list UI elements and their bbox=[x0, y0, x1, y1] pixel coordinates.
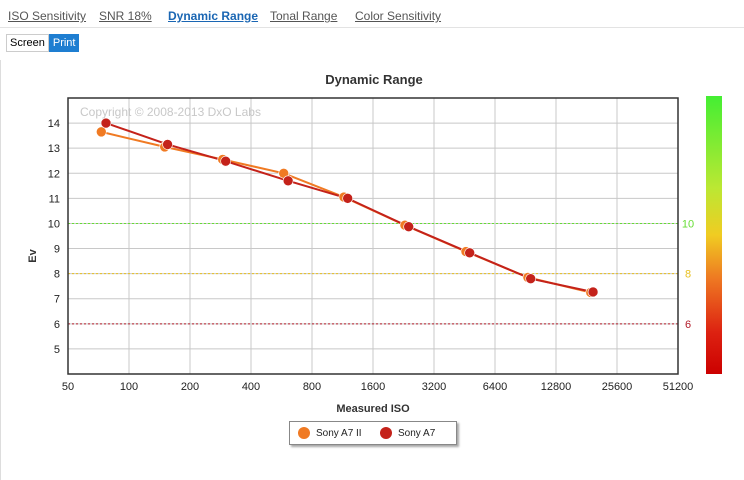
dynamic-range-chart: Dynamic Range Copyright © 2008-2013 DxO … bbox=[27, 72, 722, 415]
chart-legend: Sony A7 II Sony A7 bbox=[289, 421, 457, 445]
y-tick-label: 14 bbox=[48, 118, 60, 130]
legend-marker bbox=[298, 427, 310, 439]
quality-color-scale bbox=[706, 96, 722, 374]
data-point bbox=[403, 221, 414, 233]
chart-title: Dynamic Range bbox=[325, 72, 423, 87]
x-tick-label: 25600 bbox=[602, 381, 633, 393]
x-tick-labels: 50 100 200 400 800 1600 3200 6400 12800 25600 5120… bbox=[62, 381, 693, 393]
data-point bbox=[96, 126, 107, 138]
x-tick-label: 400 bbox=[242, 381, 260, 393]
data-point bbox=[464, 247, 475, 259]
series-layer bbox=[96, 117, 599, 298]
tab-iso-sensitivity[interactable]: ISO Sensitivity bbox=[8, 9, 87, 23]
tab-divider bbox=[0, 27, 744, 28]
tab-bar: ISO Sensitivity SNR 18% Dynamic Range To… bbox=[0, 0, 744, 28]
data-point bbox=[162, 139, 173, 150]
data-point bbox=[220, 155, 231, 167]
watermark: Copyright © 2008-2013 DxO Labs bbox=[80, 105, 261, 119]
chart-grid bbox=[67, 98, 679, 374]
y-tick-labels: 5 6 7 8 9 10 11 12 13 14 bbox=[48, 118, 60, 356]
data-point bbox=[342, 193, 353, 204]
x-tick-label: 51200 bbox=[663, 381, 694, 393]
scale-labels: 10 8 6 bbox=[682, 218, 694, 330]
scale-label: 10 bbox=[682, 218, 694, 230]
y-tick-label: 6 bbox=[54, 319, 60, 331]
y-axis-label: Ev bbox=[27, 248, 39, 262]
legend-label: Sony A7 bbox=[398, 427, 436, 439]
x-tick-label: 100 bbox=[120, 381, 138, 393]
tab-tonal-range[interactable]: Tonal Range bbox=[270, 9, 338, 23]
x-tick-label: 6400 bbox=[483, 381, 507, 393]
y-tick-label: 9 bbox=[54, 244, 60, 256]
x-tick-label: 1600 bbox=[361, 381, 385, 393]
plot-frame bbox=[67, 97, 679, 375]
panel-border bbox=[0, 60, 1, 480]
scale-label: 8 bbox=[685, 269, 691, 281]
legend-item-sony-a7-ii[interactable]: Sony A7 II bbox=[298, 426, 362, 440]
tab-snr-18[interactable]: SNR 18% bbox=[99, 9, 152, 23]
tab-color-sensitivity[interactable]: Color Sensitivity bbox=[355, 9, 442, 23]
scale-label: 6 bbox=[685, 319, 691, 331]
y-tick-label: 8 bbox=[54, 269, 60, 281]
x-tick-label: 12800 bbox=[541, 381, 572, 393]
y-tick-label: 7 bbox=[54, 294, 60, 306]
x-tick-label: 3200 bbox=[422, 381, 446, 393]
screen-button[interactable]: Screen bbox=[6, 34, 49, 52]
x-tick-label: 200 bbox=[181, 381, 199, 393]
y-tick-label: 12 bbox=[48, 168, 60, 180]
print-button[interactable]: Print bbox=[48, 34, 80, 52]
data-point bbox=[587, 286, 599, 298]
y-tick-label: 10 bbox=[48, 218, 60, 230]
view-toggle: Screen Print bbox=[6, 34, 80, 52]
x-tick-label: 800 bbox=[303, 381, 321, 393]
y-tick-label: 13 bbox=[48, 143, 60, 155]
y-tick-label: 5 bbox=[54, 344, 60, 356]
data-point bbox=[100, 117, 112, 129]
reference-lines bbox=[68, 222, 678, 325]
legend-item-sony-a7[interactable]: Sony A7 bbox=[380, 426, 435, 440]
series-line bbox=[101, 130, 592, 294]
tab-dynamic-range[interactable]: Dynamic Range bbox=[168, 9, 259, 23]
data-point bbox=[282, 175, 294, 187]
x-axis-label: Measured ISO bbox=[336, 403, 410, 415]
legend-label: Sony A7 II bbox=[316, 427, 362, 439]
legend-marker bbox=[380, 427, 392, 439]
x-tick-label: 50 bbox=[62, 381, 74, 393]
data-point bbox=[525, 273, 536, 284]
y-tick-label: 11 bbox=[49, 193, 60, 205]
